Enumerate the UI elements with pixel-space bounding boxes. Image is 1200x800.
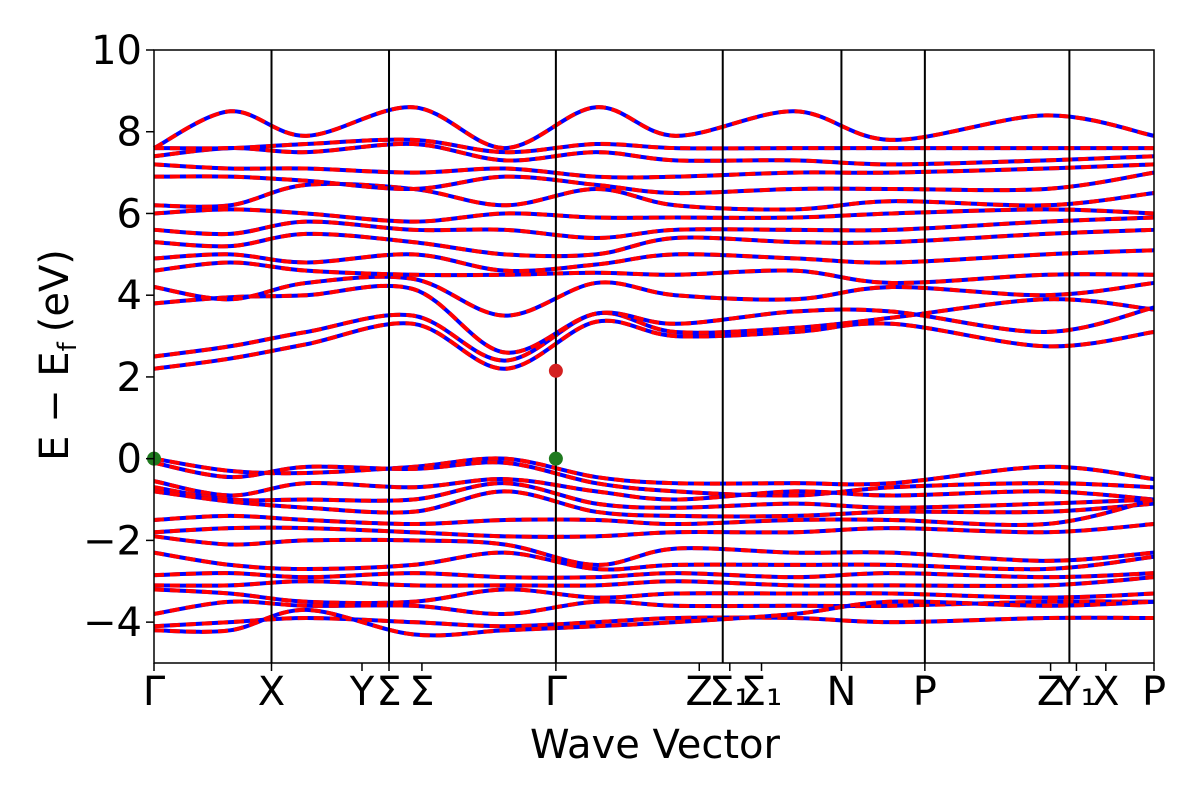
conduction-band-3-dash bbox=[153, 274, 1155, 318]
valence-band-7-dash bbox=[153, 534, 1155, 567]
y-tick-label-5: 6 bbox=[117, 191, 142, 237]
x-tick-label-3: Σ bbox=[376, 669, 401, 715]
valence-band-1-dash bbox=[153, 460, 1155, 498]
conduction-band-8-dash bbox=[153, 207, 1155, 224]
conduction-band-11-dash bbox=[153, 162, 1155, 180]
valence-band-5-dash bbox=[153, 497, 1155, 527]
y-tick-label-4: 4 bbox=[117, 273, 142, 319]
band-edge-marker-1 bbox=[548, 451, 563, 466]
conduction-band-12-dash bbox=[153, 141, 1155, 167]
y-tick-label-0: −4 bbox=[83, 600, 142, 646]
valence-band-3-dash bbox=[153, 481, 1155, 510]
y-tick-label-6: 8 bbox=[117, 110, 142, 156]
x-tick-label-8: Σ₁ bbox=[741, 669, 782, 715]
valence-band-13-dash bbox=[153, 615, 1155, 629]
x-tick-label-6: Z bbox=[686, 669, 713, 715]
conduction-band-0-dash bbox=[153, 318, 1155, 371]
y-axis-label: E − Ef (eV) bbox=[32, 249, 83, 461]
y-axis-ticks: −4 −2 0 2 4 6 8 10 bbox=[83, 28, 154, 646]
conduction-band-6-dash bbox=[153, 227, 1155, 259]
conduction-band-4-dash bbox=[153, 260, 1155, 285]
x-tick-label-9: N bbox=[826, 669, 856, 715]
conduction-band-9-dash bbox=[153, 181, 1155, 212]
conduction-band-14-line bbox=[153, 105, 1155, 151]
conduction-band-10-dash bbox=[153, 170, 1155, 196]
x-axis-label: Wave Vector bbox=[530, 722, 781, 768]
valence-band-14-dash bbox=[153, 599, 1155, 638]
conduction-band-2-dash bbox=[153, 283, 1155, 355]
y-tick-label-7: 10 bbox=[91, 28, 142, 74]
band-edge-marker-2 bbox=[548, 363, 563, 378]
y-tick-label-2: 0 bbox=[117, 437, 142, 483]
valence-band-10-dash bbox=[153, 575, 1155, 588]
y-axis-label-main: E − E bbox=[32, 351, 78, 461]
conduction-band-9-line bbox=[153, 181, 1155, 212]
valence-band-11-dash bbox=[153, 587, 1155, 605]
x-tick-label-12: Y₁ bbox=[1055, 669, 1096, 715]
x-tick-label-0: Γ bbox=[143, 669, 166, 715]
plot-frame bbox=[153, 49, 1155, 664]
kpoint-boundary-lines bbox=[270, 50, 1071, 663]
y-axis-label-sub: f bbox=[53, 341, 83, 351]
svg-text:E − Ef(eV): E − Ef (eV) bbox=[32, 249, 83, 461]
x-tick-label-5: Γ bbox=[545, 669, 568, 715]
valence-band-8-dash bbox=[153, 550, 1155, 572]
conduction-band-14-dash bbox=[153, 105, 1155, 151]
x-tick-label-14: P bbox=[1142, 669, 1166, 715]
band-edge-markers bbox=[147, 363, 563, 466]
y-tick-label-1: −2 bbox=[83, 518, 142, 564]
x-tick-label-11: Z bbox=[1037, 669, 1064, 715]
valence-band-4-dash bbox=[153, 489, 1155, 519]
conduction-band-7-dash bbox=[153, 215, 1155, 240]
y-axis-label-unit: (eV) bbox=[32, 249, 78, 332]
valence-band-9-dash bbox=[153, 571, 1155, 580]
conduction-band-1-dash bbox=[153, 297, 1155, 363]
x-tick-label-13: X bbox=[1092, 669, 1119, 715]
conduction-band-13-dash bbox=[153, 137, 1154, 155]
conduction-band-5-dash bbox=[153, 248, 1155, 273]
x-tick-label-10: P bbox=[913, 669, 937, 715]
x-tick-label-1: X bbox=[258, 669, 285, 715]
valence-band-6-dash bbox=[153, 522, 1155, 539]
x-tick-label-7: Σ₁ bbox=[709, 669, 750, 715]
bands-layer bbox=[153, 105, 1155, 638]
valence-band-2-dash bbox=[153, 477, 1155, 502]
x-tick-label-2: Y bbox=[349, 669, 375, 715]
valence-band-0-dash bbox=[153, 456, 1155, 487]
y-tick-label-3: 2 bbox=[117, 355, 142, 401]
x-tick-label-4: Σ bbox=[409, 669, 434, 715]
